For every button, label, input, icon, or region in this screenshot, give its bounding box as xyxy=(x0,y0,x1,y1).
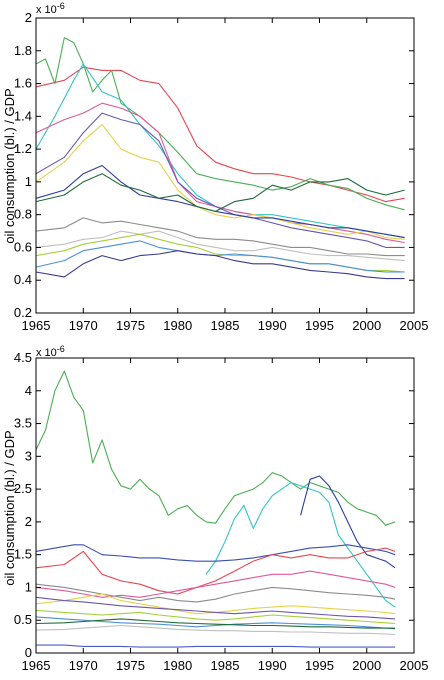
y-tick-label: 1.8 xyxy=(14,43,32,58)
series-line-9 xyxy=(35,217,405,257)
series-line-10 xyxy=(35,230,405,262)
x-tick-label: 1965 xyxy=(22,658,51,673)
y-tick-label: 1 xyxy=(25,579,32,594)
series-group xyxy=(35,370,396,648)
x-tick-label: 2005 xyxy=(400,658,429,673)
x-tick-label: 1985 xyxy=(211,318,240,333)
series-line-11 xyxy=(35,616,396,629)
series-line-10 xyxy=(35,609,396,625)
y-tick-label: 2 xyxy=(25,514,32,529)
x-tick-label: 1980 xyxy=(163,658,192,673)
y-tick-label: 1.5 xyxy=(14,547,32,562)
series-group xyxy=(35,37,405,280)
y-tick-label: 0.4 xyxy=(14,272,32,287)
series-line-5 xyxy=(35,547,396,595)
y-tick-label: 2.5 xyxy=(14,481,32,496)
series-line-14 xyxy=(36,644,396,648)
series-line-12 xyxy=(35,618,396,630)
series-line-3 xyxy=(300,475,396,569)
x-tick-label: 1965 xyxy=(22,318,51,333)
y-tick-label: 1.4 xyxy=(14,108,32,123)
y-tick-label: 3 xyxy=(25,448,32,463)
y-tick-label: 0.6 xyxy=(14,239,32,254)
y-tick-label: 0.5 xyxy=(14,612,32,627)
x-tick-label: 1990 xyxy=(258,318,287,333)
x-tick-label: 1975 xyxy=(116,318,145,333)
y-tick-label: 0 xyxy=(25,645,32,660)
y-tick-label: 2 xyxy=(25,10,32,25)
series-line-8 xyxy=(35,593,396,615)
y-tick-label: 0.2 xyxy=(14,305,32,320)
y-axis-label: oil consumption (bl.) / GDP xyxy=(2,88,17,243)
x-tick-label: 1970 xyxy=(69,658,98,673)
y-tick-label: 1.6 xyxy=(14,76,32,91)
y-tick-label: 3.5 xyxy=(14,416,32,431)
series-line-4 xyxy=(35,544,396,562)
series-line-2 xyxy=(35,37,405,211)
x-tick-label: 1995 xyxy=(305,318,334,333)
series-line-6 xyxy=(35,570,396,598)
series-line-4 xyxy=(35,102,405,244)
bottom-chart: oil consumption (bl.) / GDP x 10-6 1965 1… xyxy=(2,344,428,673)
x-tick-label: 1985 xyxy=(211,658,240,673)
series-line-7 xyxy=(35,583,396,603)
series-line-1 xyxy=(35,66,405,203)
y-axis-label: oil consumption (bl.) / GDP xyxy=(2,430,17,585)
series-line-12 xyxy=(35,240,405,273)
y-tick-label: 1 xyxy=(25,174,32,189)
x-tick-label: 1990 xyxy=(258,658,287,673)
top-chart: oil consumption (bl.) / GDP x 10-6 1965 1… xyxy=(2,1,428,333)
series-line-13 xyxy=(35,624,396,636)
series-line-6 xyxy=(35,123,405,240)
plot-frame xyxy=(35,357,415,654)
series-line-8 xyxy=(35,173,405,212)
y-tick-label: 0.8 xyxy=(14,207,32,222)
series-line-3 xyxy=(35,63,405,239)
series-line-11 xyxy=(35,233,405,273)
series-line-2 xyxy=(205,482,396,608)
x-tick-label: 1970 xyxy=(69,318,98,333)
series-line-13 xyxy=(35,250,405,280)
series-line-7 xyxy=(35,164,405,239)
multiplier-label: x 10-6 xyxy=(36,344,65,359)
x-tick-label: 1995 xyxy=(305,658,334,673)
y-tick-label: 4 xyxy=(25,383,32,398)
series-line-1 xyxy=(35,370,396,526)
x-tick-label: 2000 xyxy=(352,318,381,333)
series-line-5 xyxy=(35,112,405,248)
series-line-9 xyxy=(35,596,396,620)
y-tick-label: 1.2 xyxy=(14,141,32,156)
x-tick-label: 2000 xyxy=(352,658,381,673)
x-tick-label: 2005 xyxy=(400,318,429,333)
y-tick-label: 4.5 xyxy=(14,350,32,365)
x-tick-label: 1980 xyxy=(163,318,192,333)
multiplier-label: x 10-6 xyxy=(36,1,65,16)
x-tick-label: 1975 xyxy=(116,658,145,673)
